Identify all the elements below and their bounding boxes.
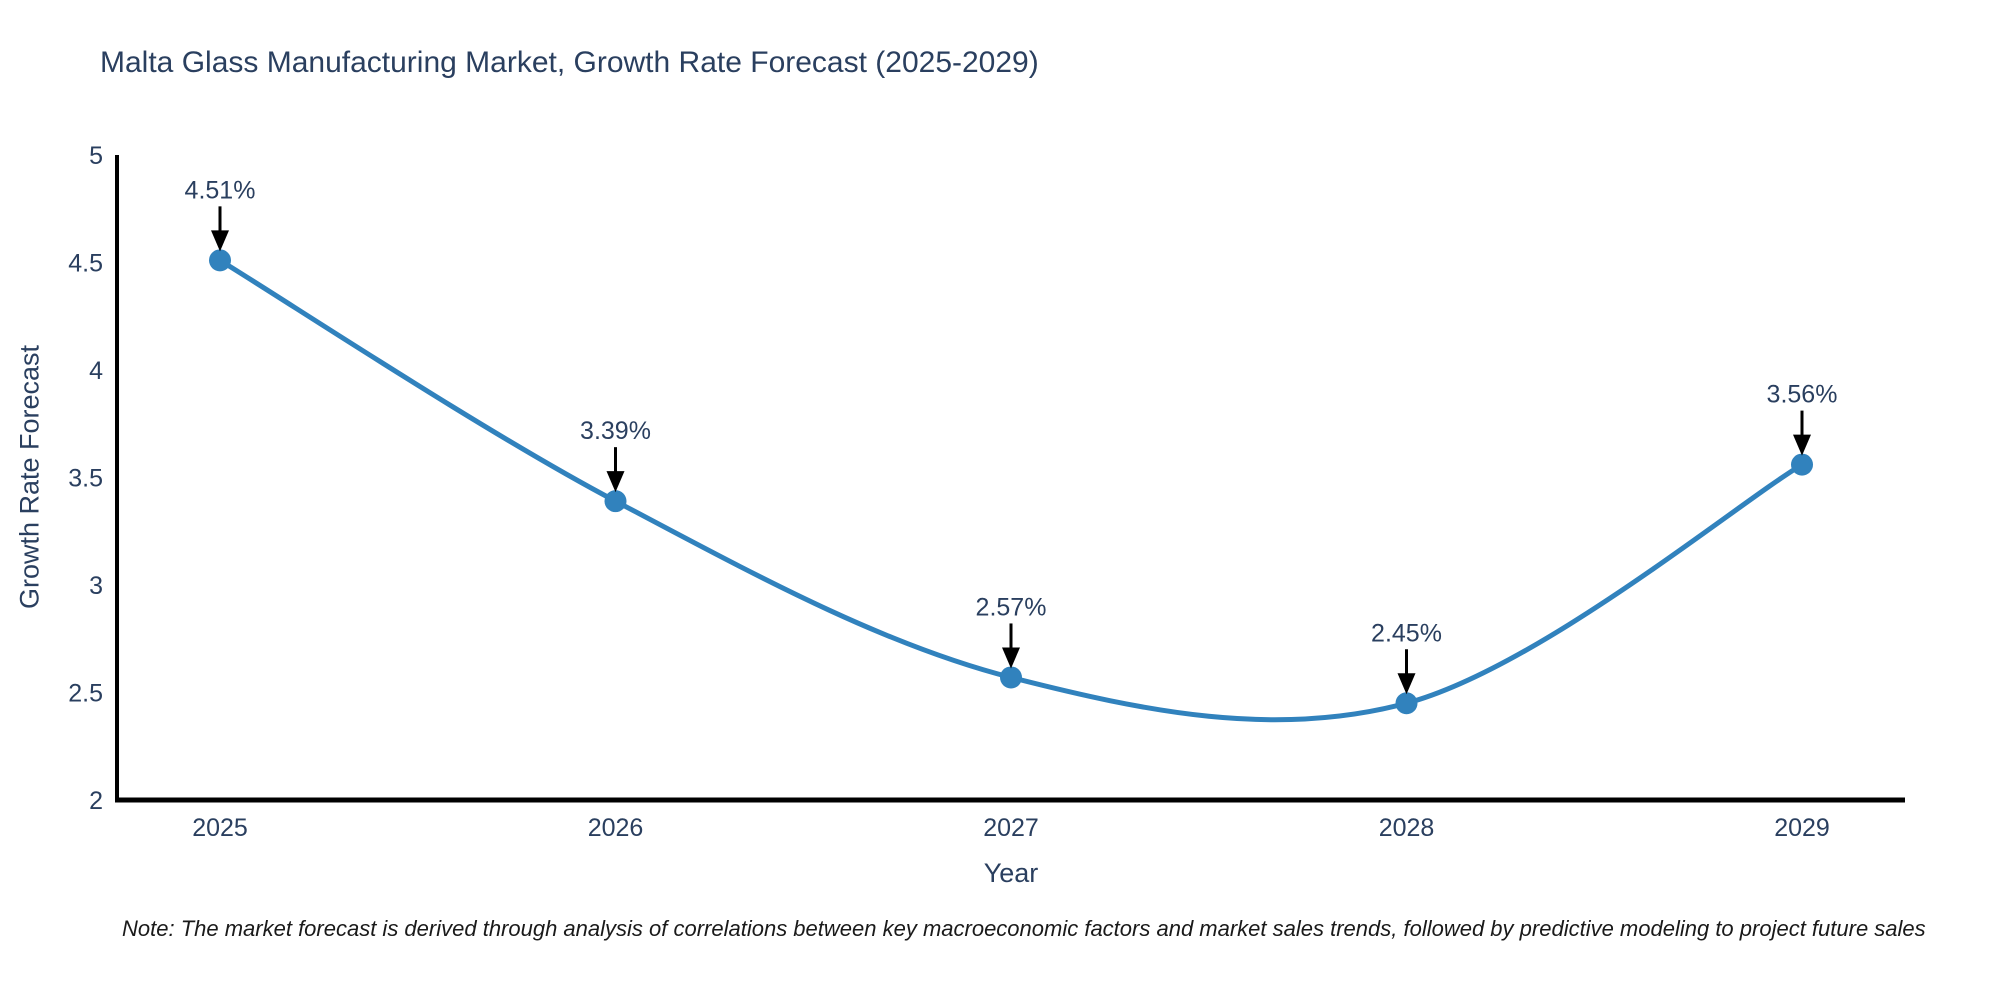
annotation-label: 3.39%: [580, 417, 651, 445]
x-tick-label: 2025: [192, 814, 248, 842]
x-axis-title: Year: [983, 858, 1039, 888]
data-point[interactable]: [209, 249, 231, 272]
y-axis-title: Growth Rate Forecast: [14, 344, 45, 610]
annotation-arrowhead-icon: [1793, 434, 1811, 456]
y-tick-label: 4: [89, 357, 103, 385]
x-tick-label: 2028: [1379, 814, 1435, 842]
annotation-arrowhead-icon: [1397, 673, 1416, 695]
y-tick-label: 4.5: [68, 250, 103, 278]
y-tick-label: 2.5: [68, 680, 103, 708]
data-point[interactable]: [1791, 453, 1813, 476]
x-tick-label: 2027: [983, 814, 1039, 842]
chart-title: Malta Glass Manufacturing Market, Growth…: [100, 46, 1039, 79]
data-point[interactable]: [1000, 666, 1022, 689]
annotation-arrowhead-icon: [1002, 647, 1020, 669]
annotation-arrowhead-icon: [606, 471, 625, 493]
data-point[interactable]: [1395, 692, 1418, 715]
annotation-arrowhead-icon: [211, 230, 229, 252]
annotation-label: 2.57%: [976, 593, 1047, 621]
annotation-label: 3.56%: [1767, 381, 1838, 409]
annotation-label: 4.51%: [185, 176, 256, 204]
data-point[interactable]: [604, 490, 627, 513]
annotation-label: 2.45%: [1371, 619, 1442, 647]
x-tick-label: 2026: [588, 814, 644, 842]
footnote: Note: The market forecast is derived thr…: [122, 916, 1926, 941]
x-tick-label: 2029: [1774, 814, 1830, 842]
y-tick-label: 5: [89, 142, 103, 170]
y-tick-label: 3: [89, 572, 103, 600]
y-tick-label: 2: [89, 787, 103, 815]
y-tick-label: 3.5: [68, 465, 103, 493]
